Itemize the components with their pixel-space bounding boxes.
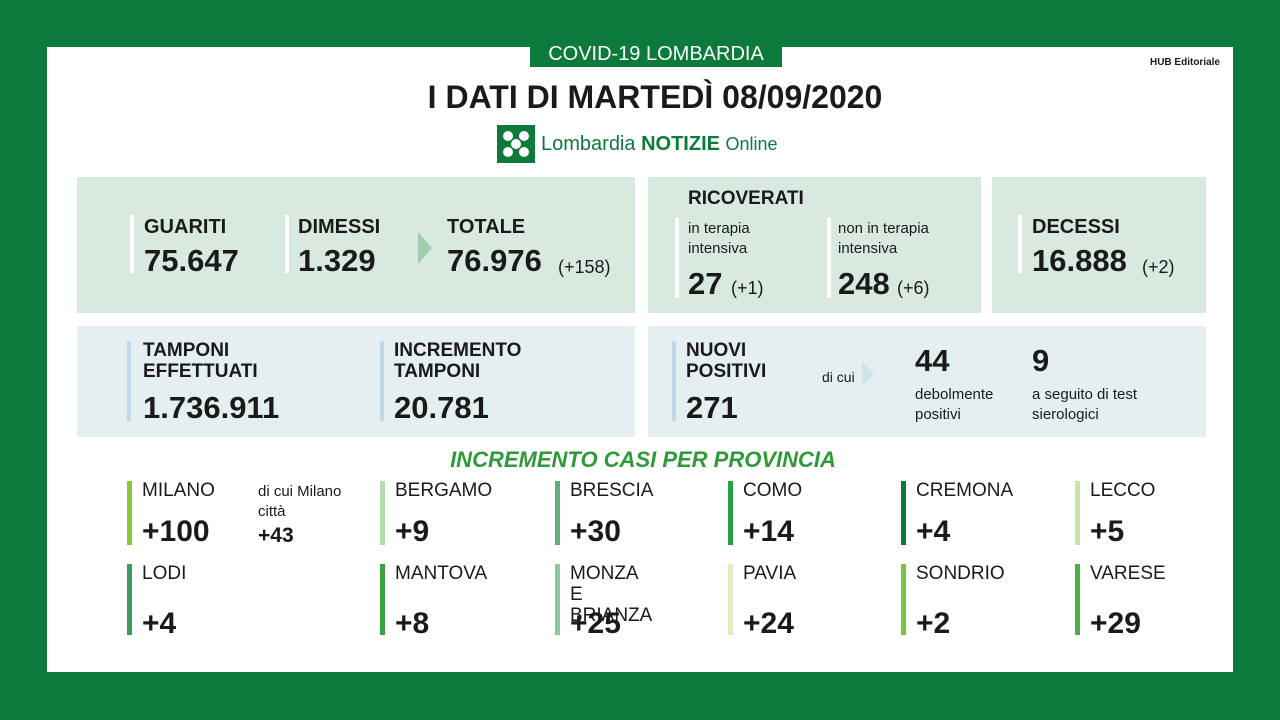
province-name: BRESCIA: [570, 480, 654, 501]
label: NUOVI POSITIVI: [686, 340, 767, 382]
value: 271: [686, 390, 738, 425]
province-bar: [555, 564, 560, 635]
label: TOTALE: [447, 216, 526, 238]
value: 1.736.911: [143, 390, 280, 425]
province-bar: [127, 564, 132, 635]
credit: HUB Editoriale: [1149, 57, 1220, 68]
label: a seguito di test sierologici: [1032, 386, 1138, 423]
province-value: +29: [1090, 607, 1141, 640]
province-name: COMO: [743, 480, 803, 501]
province-bar: [728, 481, 733, 545]
province-value: +25: [570, 607, 621, 640]
province-bar: [380, 564, 385, 635]
value: +43: [258, 524, 294, 547]
value: 20.781: [394, 390, 489, 425]
province-bar: [380, 481, 385, 545]
logo-part: Online: [725, 134, 778, 154]
box: [992, 177, 1206, 313]
arrow: [418, 232, 432, 264]
title: I DATI DI MARTEDÌ 08/09/2020: [427, 79, 883, 115]
label: non in terapia intensiva: [838, 220, 929, 257]
delta: (+2): [1142, 257, 1175, 277]
province-value: +2: [916, 607, 951, 640]
value: 9: [1032, 343, 1050, 378]
province-bar: [901, 481, 906, 545]
province-name: CREMONA: [916, 480, 1014, 501]
province-name: BERGAMO: [395, 480, 493, 501]
province-bar: [127, 481, 132, 545]
value: 44: [915, 343, 950, 378]
divider: [675, 218, 679, 298]
badge: COVID-19 LOMBARDIA: [530, 42, 782, 67]
delta: (+158): [558, 257, 611, 277]
value: 75.647: [144, 243, 239, 278]
box: [648, 326, 1206, 437]
province-value: +4: [916, 515, 951, 548]
label: GUARITI: [144, 216, 227, 238]
value: 16.888: [1032, 243, 1127, 278]
label: DECESSI: [1032, 216, 1120, 238]
divider: [827, 218, 831, 298]
label: TAMPONI EFFETTUATI: [143, 340, 258, 382]
province-value: +100: [142, 515, 210, 548]
province-name: MANTOVA: [395, 563, 488, 584]
divider: [672, 341, 676, 421]
province-name: SONDRIO: [916, 563, 1005, 584]
value: 76.976: [447, 243, 542, 278]
box: [77, 326, 635, 437]
divider: [130, 215, 134, 273]
province-value: +4: [142, 607, 177, 640]
label: INCREMENTO TAMPONI: [394, 340, 522, 382]
province-bar: [1075, 481, 1080, 545]
box: [77, 177, 635, 313]
province-bar: [728, 564, 733, 635]
divider: [127, 341, 131, 421]
province-name: PAVIA: [743, 563, 797, 584]
value: 248: [838, 266, 890, 301]
province-bar: [901, 564, 906, 635]
label: in terapia intensiva: [688, 220, 750, 257]
province-name: LECCO: [1090, 480, 1156, 501]
province-value: +30: [570, 515, 621, 548]
section-title: INCREMENTO CASI PER PROVINCIA: [450, 447, 836, 472]
divider: [380, 341, 384, 421]
label: debolmente positivi: [915, 386, 994, 423]
label: DIMESSI: [298, 216, 381, 238]
province-value: +8: [395, 607, 430, 640]
province-name: VARESE: [1090, 563, 1166, 584]
label: RICOVERATI: [688, 188, 804, 209]
logo-part: NOTIZIE: [641, 133, 720, 155]
logo-text: Lombardia NOTIZIE Online: [541, 133, 778, 155]
logo-icon: [497, 125, 535, 163]
value: 27: [688, 266, 723, 301]
arrow: [862, 362, 874, 386]
delta: (+6): [897, 278, 930, 298]
province-bar: [1075, 564, 1080, 635]
value: 1.329: [298, 243, 376, 278]
label: di cui: [822, 369, 855, 385]
delta: (+1): [731, 278, 764, 298]
province-name: MONZA E BRIANZA: [570, 563, 653, 626]
province-bar: [555, 481, 560, 545]
divider: [1018, 215, 1022, 273]
province-value: +24: [743, 607, 794, 640]
province-name: MILANO: [142, 480, 215, 501]
province-name: LODI: [142, 563, 187, 584]
province-value: +14: [743, 515, 794, 548]
province-value: +5: [1090, 515, 1125, 548]
box: [648, 177, 981, 313]
province-value: +9: [395, 515, 430, 548]
label: di cui Milano città: [258, 483, 342, 520]
divider: [285, 215, 289, 273]
logo-part: Lombardia: [541, 133, 636, 155]
